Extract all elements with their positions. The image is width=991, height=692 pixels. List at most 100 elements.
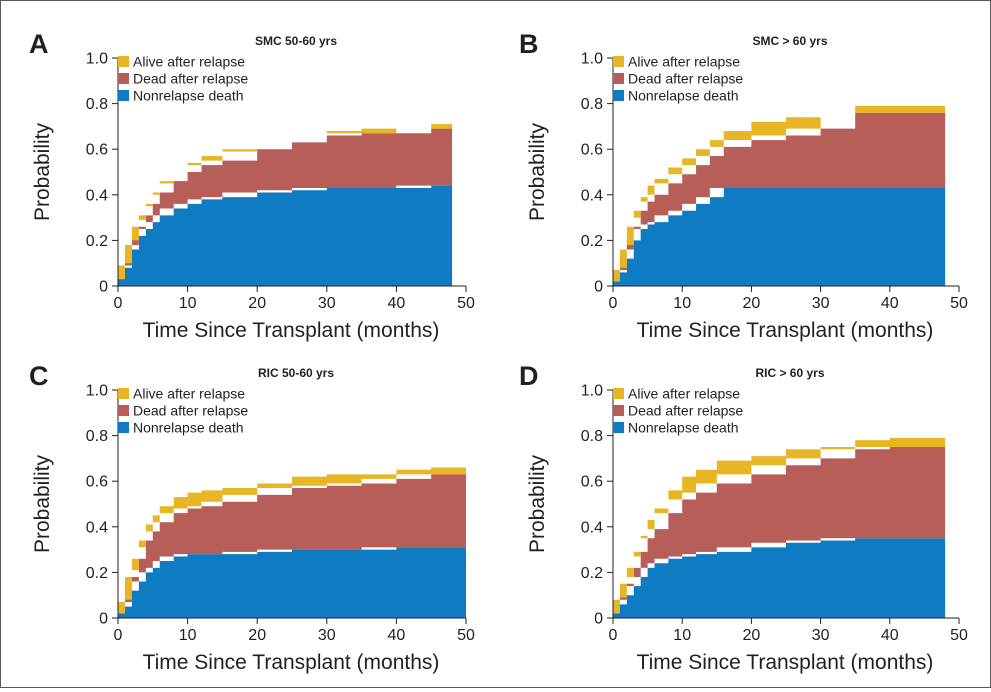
legend-swatch <box>118 388 129 399</box>
panel-title: RIC > 60 yrs <box>755 366 824 380</box>
y-tick-label: 1.0 <box>581 383 603 400</box>
y-tick-label: 0.4 <box>581 187 603 204</box>
panel-a: 0 0.2 0.4 0.6 0.8 1.0 0 10 20 30 40 50 Probability Ti… <box>29 29 475 342</box>
y-tick-label: 0.8 <box>581 428 603 445</box>
area-dead-after-relapse <box>118 128 453 280</box>
y-tick-label: 1.0 <box>581 51 603 68</box>
area-nonrelapse-death <box>118 547 466 618</box>
legend-swatch <box>613 388 624 399</box>
legend-swatch <box>613 73 624 84</box>
area-alive-after-relapse <box>613 437 946 614</box>
panel-title: SMC 50-60 yrs <box>255 34 337 48</box>
x-tick-label: 40 <box>388 627 406 644</box>
y-tick-label: 0.2 <box>86 233 108 250</box>
panel-title: SMC > 60 yrs <box>752 34 827 48</box>
x-tick-label: 30 <box>318 295 336 312</box>
x-tick-label: 40 <box>388 295 406 312</box>
y-tick-label: 1.0 <box>86 383 108 400</box>
x-tick-label: 20 <box>743 627 761 644</box>
legend-label: Dead after relapse <box>133 71 248 87</box>
x-axis-label: Time Since Transplant (months) <box>143 319 440 342</box>
legend-label: Dead after relapse <box>628 403 743 419</box>
y-tick-label: 0.6 <box>86 474 108 491</box>
legend-label: Alive after relapse <box>133 386 245 402</box>
y-tick-label: 0 <box>99 611 108 628</box>
panel-d: 0 0.2 0.4 0.6 0.8 1.0 0 10 20 30 40 50 Probability Ti… <box>519 361 968 674</box>
x-tick-label: 0 <box>609 627 618 644</box>
legend-label: Alive after relapse <box>628 54 740 70</box>
legend-label: Nonrelapse death <box>133 420 244 436</box>
y-tick-label: 0 <box>594 279 603 296</box>
legend-label: Alive after relapse <box>133 54 245 70</box>
y-tick-label: 1.0 <box>86 51 108 68</box>
legend-label: Alive after relapse <box>628 386 740 402</box>
x-tick-label: 0 <box>114 627 123 644</box>
x-tick-label: 10 <box>673 295 691 312</box>
legend-swatch <box>118 73 129 84</box>
x-tick-label: 20 <box>743 295 761 312</box>
legend-swatch <box>613 422 624 433</box>
y-tick-label: 0 <box>594 611 603 628</box>
y-tick-label: 0.4 <box>86 187 108 204</box>
x-tick-label: 20 <box>248 295 266 312</box>
y-tick-label: 0.2 <box>581 565 603 582</box>
y-tick-label: 0.4 <box>581 519 603 536</box>
x-tick-label: 50 <box>457 295 475 312</box>
panel-letter: B <box>519 29 539 59</box>
y-tick-label: 0.2 <box>581 233 603 250</box>
y-tick-label: 0.8 <box>86 428 108 445</box>
area-dead-after-relapse <box>118 474 466 614</box>
y-axis-label: Probability <box>526 122 549 221</box>
y-tick-label: 0.6 <box>581 474 603 491</box>
y-axis-label: Probability <box>31 454 54 553</box>
y-tick-label: 0.8 <box>86 96 108 113</box>
x-tick-label: 40 <box>881 295 899 312</box>
area-nonrelapse-death <box>613 538 946 618</box>
x-tick-label: 0 <box>609 295 618 312</box>
y-tick-label: 0.4 <box>86 519 108 536</box>
legend-label: Nonrelapse death <box>628 88 739 104</box>
legend-label: Dead after relapse <box>628 71 743 87</box>
x-tick-label: 30 <box>812 295 830 312</box>
x-tick-label: 20 <box>248 627 266 644</box>
y-axis-label: Probability <box>31 122 54 221</box>
y-tick-label: 0 <box>99 279 108 296</box>
legend-swatch <box>118 56 129 67</box>
y-tick-label: 0.6 <box>86 142 108 159</box>
legend-label: Nonrelapse death <box>628 420 739 436</box>
y-tick-label: 0.2 <box>86 565 108 582</box>
legend-label: Dead after relapse <box>133 403 248 419</box>
panel-c: 0 0.2 0.4 0.6 0.8 1.0 0 10 20 30 40 50 Probability Ti… <box>29 361 475 674</box>
legend-swatch <box>118 90 129 101</box>
x-tick-label: 30 <box>318 627 336 644</box>
legend-swatch <box>613 405 624 416</box>
x-tick-label: 10 <box>179 295 197 312</box>
area-dead-after-relapse <box>613 112 946 282</box>
x-tick-label: 30 <box>812 627 830 644</box>
x-tick-label: 10 <box>673 627 691 644</box>
legend-label: Nonrelapse death <box>133 88 244 104</box>
legend-swatch <box>118 422 129 433</box>
area-alive-after-relapse <box>613 105 946 282</box>
x-tick-label: 50 <box>950 295 968 312</box>
y-tick-label: 0.8 <box>581 96 603 113</box>
panel-title: RIC 50-60 yrs <box>258 366 334 380</box>
x-axis-label: Time Since Transplant (months) <box>637 319 934 342</box>
x-tick-label: 10 <box>179 627 197 644</box>
x-tick-label: 40 <box>881 627 899 644</box>
panel-letter: D <box>519 361 539 391</box>
x-tick-label: 50 <box>950 627 968 644</box>
area-nonrelapse-death <box>118 185 453 286</box>
legend-swatch <box>118 405 129 416</box>
panel-letter: C <box>29 361 49 391</box>
x-tick-label: 50 <box>457 627 475 644</box>
y-axis-label: Probability <box>526 454 549 553</box>
x-axis-label: Time Since Transplant (months) <box>143 651 440 674</box>
area-alive-after-relapse <box>118 124 453 280</box>
x-axis-label: Time Since Transplant (months) <box>637 651 934 674</box>
